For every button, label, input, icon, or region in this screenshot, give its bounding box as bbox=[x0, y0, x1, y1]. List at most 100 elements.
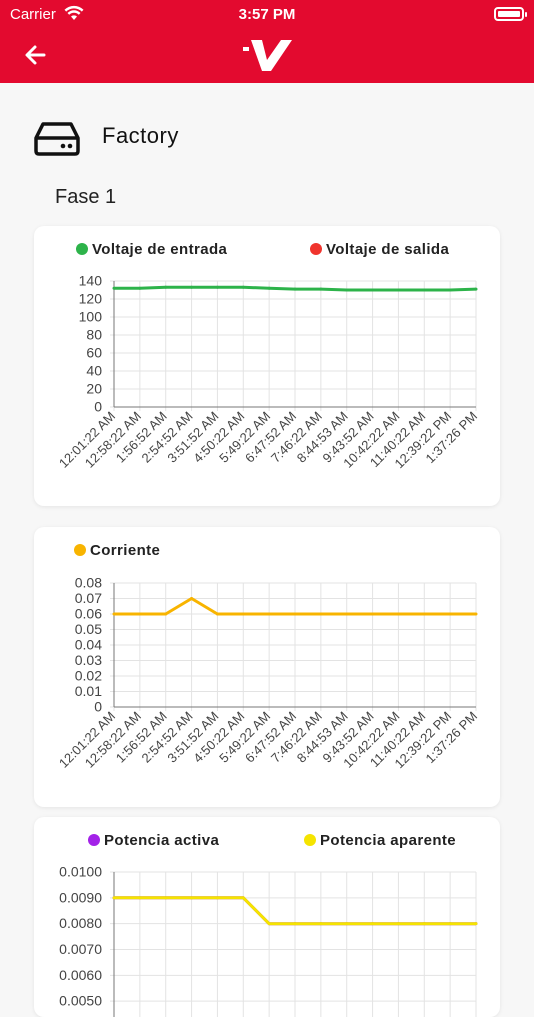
y-tick-label: 0.04 bbox=[75, 637, 102, 653]
legend-dot-purple bbox=[88, 834, 100, 846]
y-tick-label: 20 bbox=[86, 381, 102, 397]
power-chart: 0.01000.00900.00800.00700.00600.00500.00… bbox=[59, 864, 478, 1017]
y-tick-label: 0 bbox=[94, 699, 102, 715]
series-point bbox=[190, 285, 194, 289]
series-point bbox=[164, 896, 168, 900]
series-point bbox=[474, 612, 478, 616]
series-point bbox=[267, 612, 271, 616]
brand-logo-icon bbox=[243, 40, 292, 71]
series-point bbox=[241, 285, 245, 289]
series-point bbox=[474, 922, 478, 926]
series-point bbox=[190, 597, 194, 600]
legend-label: Voltaje de entrada bbox=[92, 241, 228, 258]
legend-corriente: Corriente bbox=[74, 542, 160, 559]
y-tick-label: 60 bbox=[86, 345, 102, 361]
y-tick-label: 0.01 bbox=[75, 683, 102, 699]
series-point bbox=[164, 612, 168, 616]
legend-label: Potencia aparente bbox=[320, 832, 457, 849]
series-point bbox=[345, 922, 349, 926]
series-point bbox=[293, 287, 297, 291]
series-point bbox=[267, 922, 271, 926]
y-tick-label: 0.0070 bbox=[59, 941, 102, 957]
series-point bbox=[422, 288, 426, 292]
series-point bbox=[319, 287, 323, 291]
current-chart: 0.080.070.060.050.040.030.020.01012:01:2… bbox=[56, 575, 480, 772]
series-point bbox=[241, 612, 245, 616]
back-arrow-icon[interactable] bbox=[22, 42, 48, 68]
power-chart-card: Potencia activa Potencia aparente 0.0100… bbox=[34, 817, 500, 1017]
legend-dot-yellow bbox=[304, 834, 316, 846]
carrier-label: Carrier bbox=[10, 6, 56, 23]
legend-dot-red bbox=[310, 243, 322, 255]
legend-voltaje-entrada: Voltaje de entrada bbox=[76, 241, 227, 258]
series-point bbox=[448, 612, 452, 616]
series-point bbox=[474, 287, 478, 291]
y-tick-label: 80 bbox=[86, 327, 102, 343]
series-point bbox=[448, 288, 452, 292]
series-point bbox=[112, 286, 116, 290]
series-point bbox=[345, 612, 349, 616]
series-point bbox=[112, 612, 116, 616]
y-tick-label: 0.0090 bbox=[59, 889, 102, 905]
legend-voltaje-salida: Voltaje de salida bbox=[310, 241, 449, 258]
y-tick-label: 0.06 bbox=[75, 606, 102, 622]
y-tick-label: 0.0080 bbox=[59, 915, 102, 931]
series-point bbox=[215, 285, 219, 289]
series-point bbox=[396, 922, 400, 926]
legend-potencia-activa: Potencia activa bbox=[88, 832, 219, 849]
series-point bbox=[190, 896, 194, 900]
status-time: 3:57 PM bbox=[238, 6, 296, 23]
phase-title: Fase 1 bbox=[55, 186, 117, 208]
status-bar: Carrier 3:57 PM bbox=[0, 4, 534, 26]
series-point bbox=[293, 922, 297, 926]
series-point bbox=[319, 922, 323, 926]
series-point bbox=[422, 612, 426, 616]
app-header: Carrier 3:57 PM bbox=[0, 0, 534, 83]
series-point bbox=[371, 612, 375, 616]
series-point bbox=[345, 288, 349, 292]
y-tick-label: 0 bbox=[94, 399, 102, 415]
series-point bbox=[422, 922, 426, 926]
y-tick-label: 40 bbox=[86, 363, 102, 379]
y-tick-label: 0.0100 bbox=[59, 864, 102, 880]
voltage-chart-card: Voltaje de entrada Voltaje de salida 140… bbox=[34, 226, 500, 506]
series-point bbox=[319, 612, 323, 616]
series-point bbox=[396, 288, 400, 292]
legend-dot-green bbox=[76, 243, 88, 255]
y-tick-label: 100 bbox=[79, 309, 103, 325]
router-icon bbox=[34, 122, 80, 156]
series-point bbox=[215, 612, 219, 616]
y-tick-label: 140 bbox=[79, 273, 103, 289]
legend-label: Corriente bbox=[90, 542, 161, 559]
series-point bbox=[396, 612, 400, 616]
series-point bbox=[138, 896, 142, 900]
y-tick-label: 120 bbox=[79, 291, 103, 307]
legend-potencia-aparente: Potencia aparente bbox=[304, 832, 456, 849]
y-tick-label: 0.03 bbox=[75, 652, 102, 668]
legend-dot-orange bbox=[74, 544, 86, 556]
current-chart-card: Corriente 0.08 0.07 0.06 0.05 0.04 0.03 0.02 0.… bbox=[34, 527, 500, 807]
battery-icon bbox=[494, 7, 527, 21]
y-tick-label: 0.05 bbox=[75, 621, 102, 637]
y-tick-label: 0.0060 bbox=[59, 967, 102, 983]
series-point bbox=[164, 285, 168, 289]
y-tick-label: 0.07 bbox=[75, 590, 102, 606]
wifi-icon bbox=[64, 5, 84, 20]
series-point bbox=[371, 288, 375, 292]
legend-label: Potencia activa bbox=[104, 832, 220, 849]
series-point bbox=[138, 286, 142, 290]
series-point bbox=[215, 896, 219, 900]
y-tick-label: 0.0050 bbox=[59, 993, 102, 1009]
series-point bbox=[293, 612, 297, 616]
series-point bbox=[267, 286, 271, 290]
series-point bbox=[112, 896, 116, 900]
legend-label: Voltaje de salida bbox=[326, 241, 450, 258]
y-tick-label: 0.02 bbox=[75, 668, 102, 684]
device-name: Factory bbox=[102, 123, 179, 148]
series-point bbox=[241, 896, 245, 900]
series-point bbox=[138, 612, 142, 616]
series-point bbox=[371, 922, 375, 926]
y-tick-label: 0.08 bbox=[75, 575, 102, 591]
series-point bbox=[448, 922, 452, 926]
